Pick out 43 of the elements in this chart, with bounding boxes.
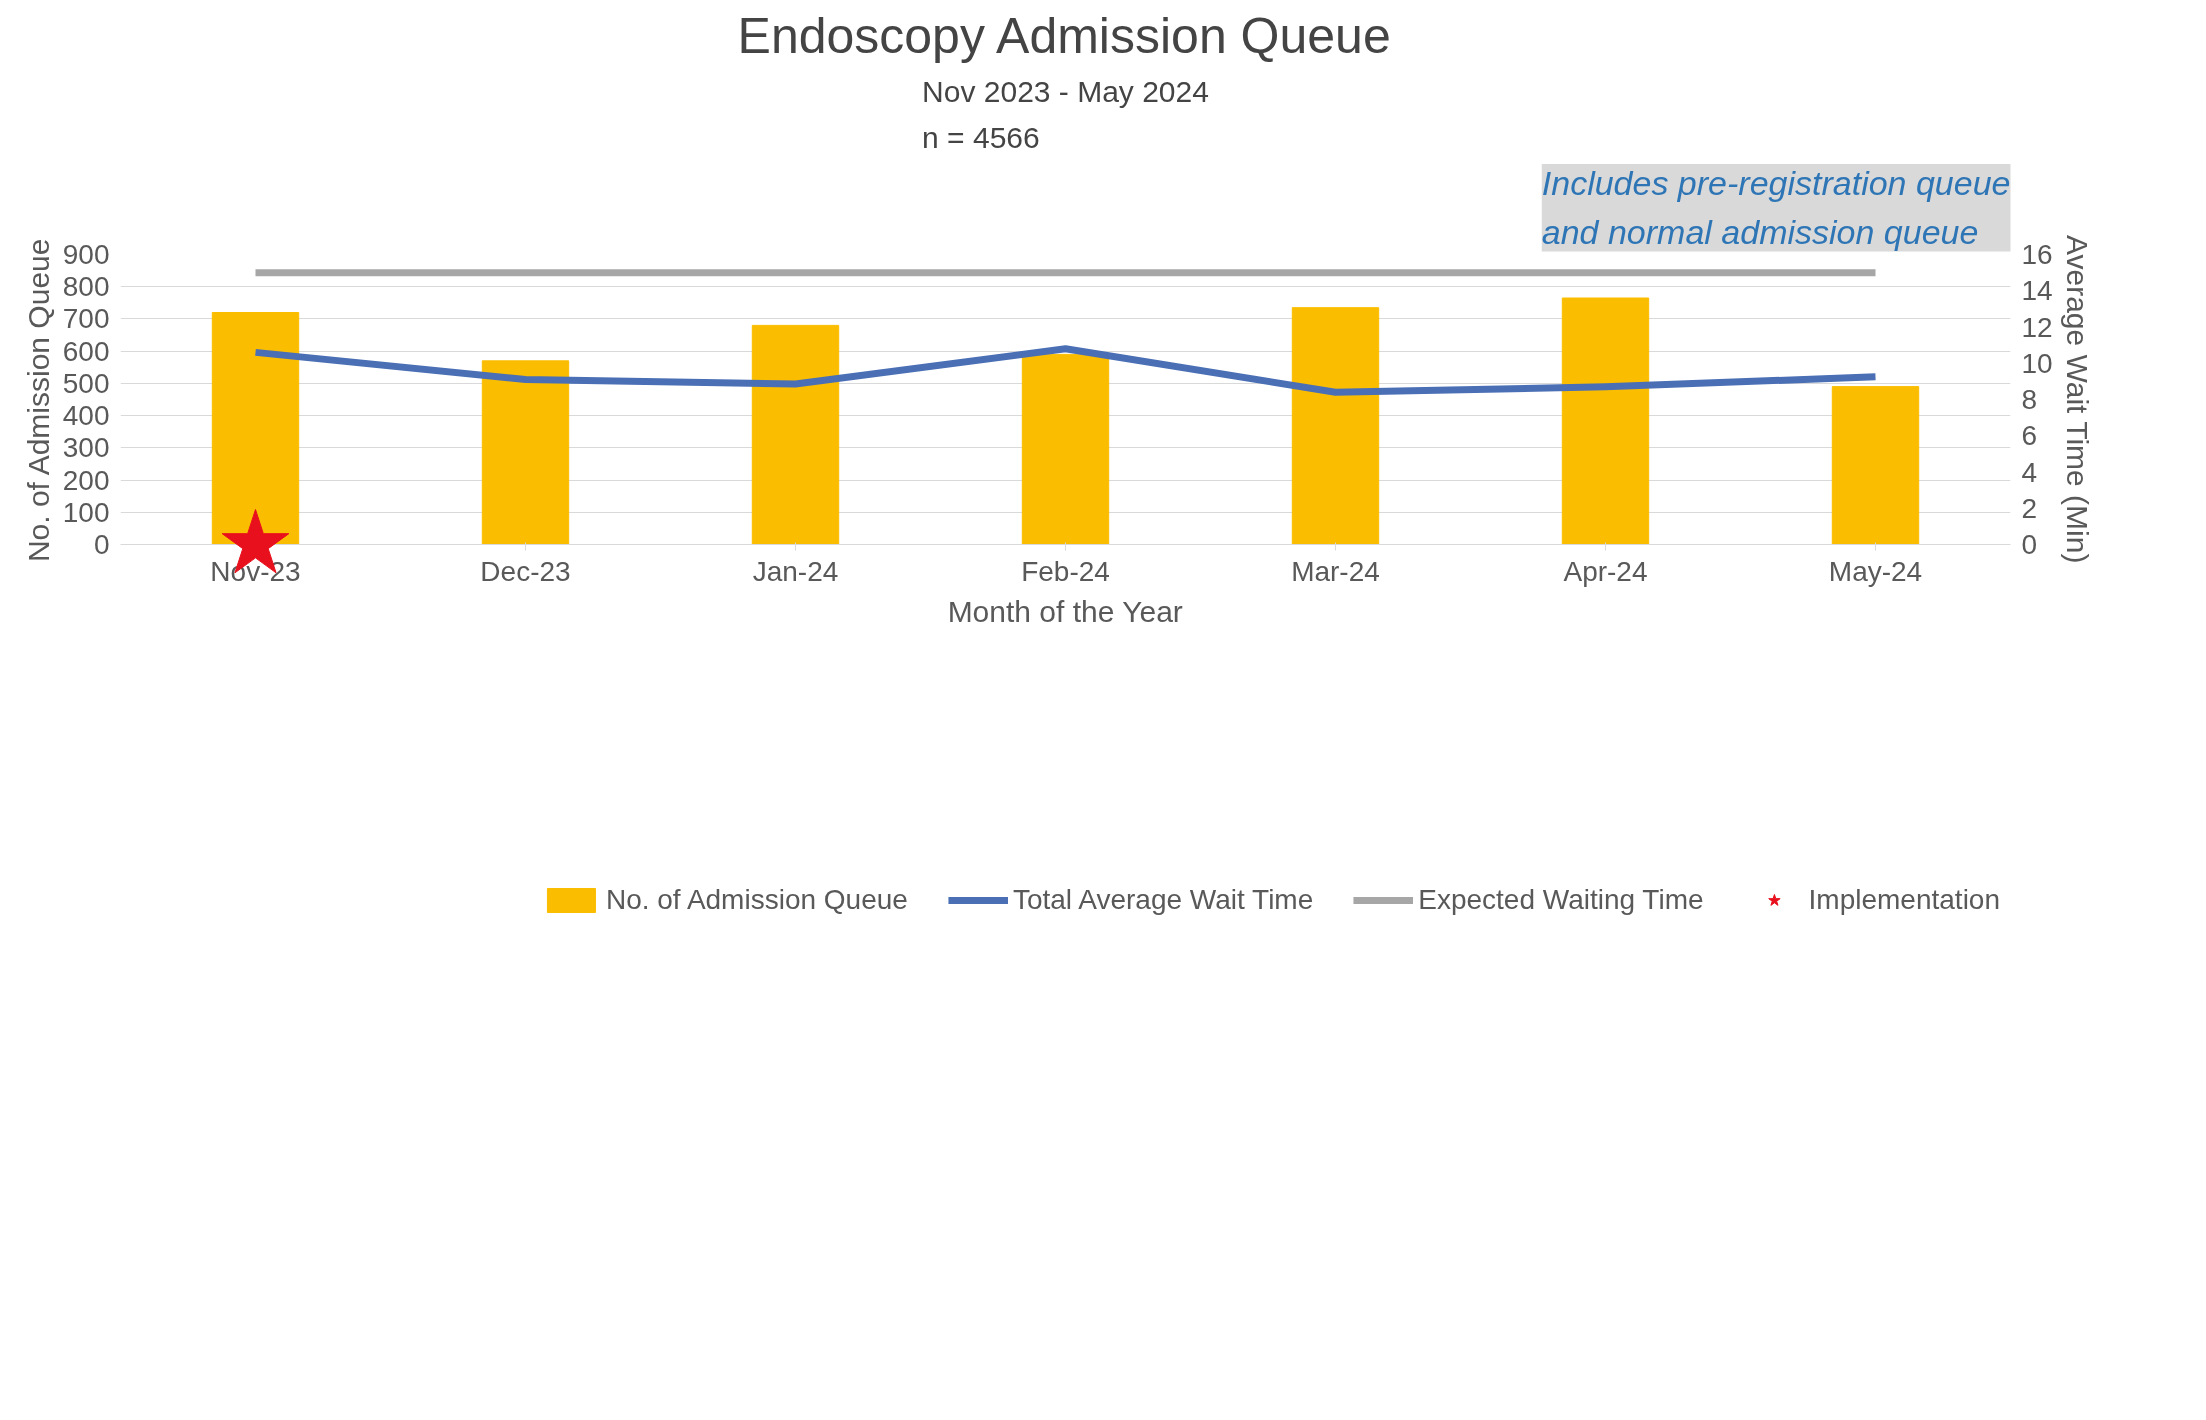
y2-tick-label: 0 <box>2021 529 2038 560</box>
bar <box>1561 297 1650 545</box>
y2-tick-label: 16 <box>2021 239 2053 270</box>
x-tick-label: Feb-24 <box>1021 555 1110 587</box>
x-tick-label: Jan-24 <box>752 555 839 587</box>
y-tick-label: 700 <box>62 303 110 335</box>
chart-subtitle: Nov 2023 - May 2024 n = 4566 <box>922 75 1209 155</box>
y-tick-label: 200 <box>62 464 110 496</box>
x-tick-label: May-24 <box>1828 555 1923 587</box>
x-tick-label: Nov-23 <box>210 555 301 587</box>
legend-label: Expected Waiting Time <box>1418 884 1704 916</box>
chart-title: Endoscopy Admission Queue <box>737 7 1391 64</box>
x-tick-label: Mar-24 <box>1291 555 1380 587</box>
y-tick-label: 0 <box>93 529 110 560</box>
bar <box>751 324 840 545</box>
x-tick-label: Apr-24 <box>1563 555 1648 587</box>
x-axis-title: Month of the Year <box>947 594 1183 628</box>
y-tick-label: 400 <box>62 400 110 432</box>
y2-tick-label: 14 <box>2021 275 2053 307</box>
legend-label: Total Average Wait Time <box>1012 884 1314 916</box>
y-tick-label: 100 <box>62 496 110 528</box>
y-axis-title: No. of Admission Queue <box>21 238 55 563</box>
y2-tick-label: 8 <box>2021 384 2038 415</box>
bar <box>481 360 570 545</box>
legend-label: No. of Admission Queue <box>605 884 908 916</box>
y2-tick-label: 4 <box>2021 456 2038 488</box>
legend-label: Implementation <box>1808 884 2000 916</box>
bar <box>1021 353 1110 545</box>
y2-tick-label: 6 <box>2021 420 2038 452</box>
x-tick-label: Dec-23 <box>480 555 571 587</box>
y2-axis-title: Average Wait Time (Min) <box>2060 235 2094 564</box>
y-tick-label: 800 <box>62 271 110 303</box>
y2-tick-label: 2 <box>2021 492 2038 524</box>
text: Includes pre-registration queue and normal admission queue <box>1541 164 2011 252</box>
y-tick-label: 500 <box>62 367 110 399</box>
y2-tick-label: 12 <box>2021 311 2053 343</box>
bar <box>211 312 300 545</box>
y-tick-label: 600 <box>62 335 110 367</box>
y-tick-label: 300 <box>62 432 110 464</box>
bar <box>1831 386 1920 545</box>
bar <box>1291 307 1380 545</box>
y2-tick-label: 10 <box>2021 347 2053 379</box>
y-tick-label: 900 <box>62 239 110 270</box>
